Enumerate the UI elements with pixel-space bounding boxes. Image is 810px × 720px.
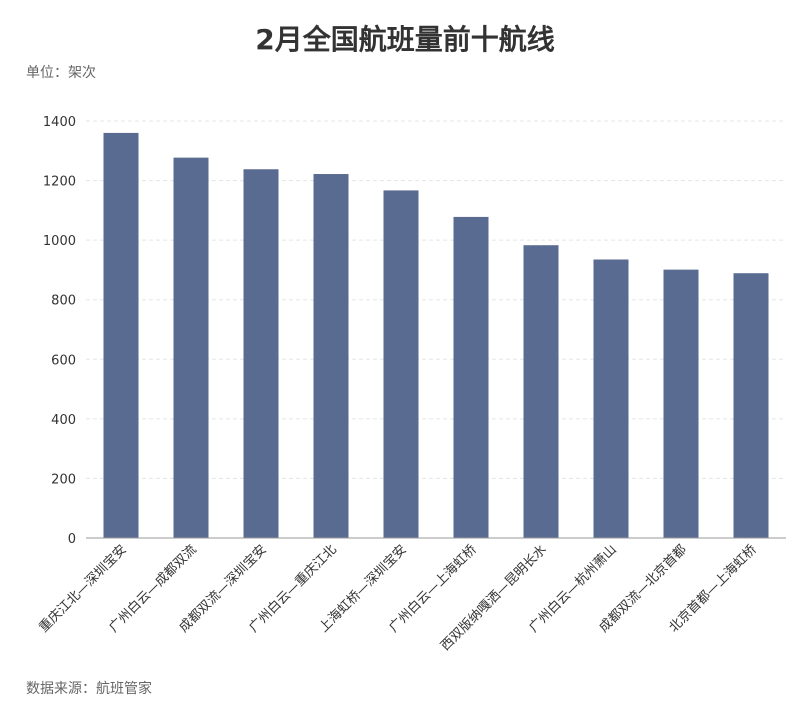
bar <box>383 190 419 539</box>
bar <box>313 174 349 539</box>
y-tick-label: 800 <box>51 294 76 309</box>
y-tick-label: 600 <box>51 353 76 368</box>
bar <box>103 132 139 538</box>
y-tick-label: 0 <box>68 532 76 547</box>
y-tick-label: 1200 <box>43 175 76 190</box>
y-tick-label: 200 <box>51 472 76 487</box>
bar <box>173 157 209 539</box>
x-axis-labels: 重庆江北—深圳宝安广州白云—成都双流成都双流—深圳宝安广州白云—重庆江北上海虹桥… <box>36 542 760 654</box>
bar <box>733 273 769 538</box>
bar <box>523 245 559 538</box>
bar <box>243 169 279 538</box>
bars <box>103 132 769 539</box>
y-tick-label: 1400 <box>43 115 76 130</box>
y-axis-ticks: 0 200 400 600 800 1000 1200 1400 <box>43 115 76 547</box>
chart-title: 2月全国航班量前十航线 <box>255 23 555 56</box>
bar <box>453 216 489 538</box>
source-note: 数据来源：航班管家 <box>26 681 152 697</box>
unit-label: 单位：架次 <box>26 65 96 81</box>
bar <box>663 269 699 538</box>
bar <box>593 259 629 538</box>
y-tick-label: 400 <box>51 413 76 428</box>
y-tick-label: 1000 <box>43 234 76 249</box>
